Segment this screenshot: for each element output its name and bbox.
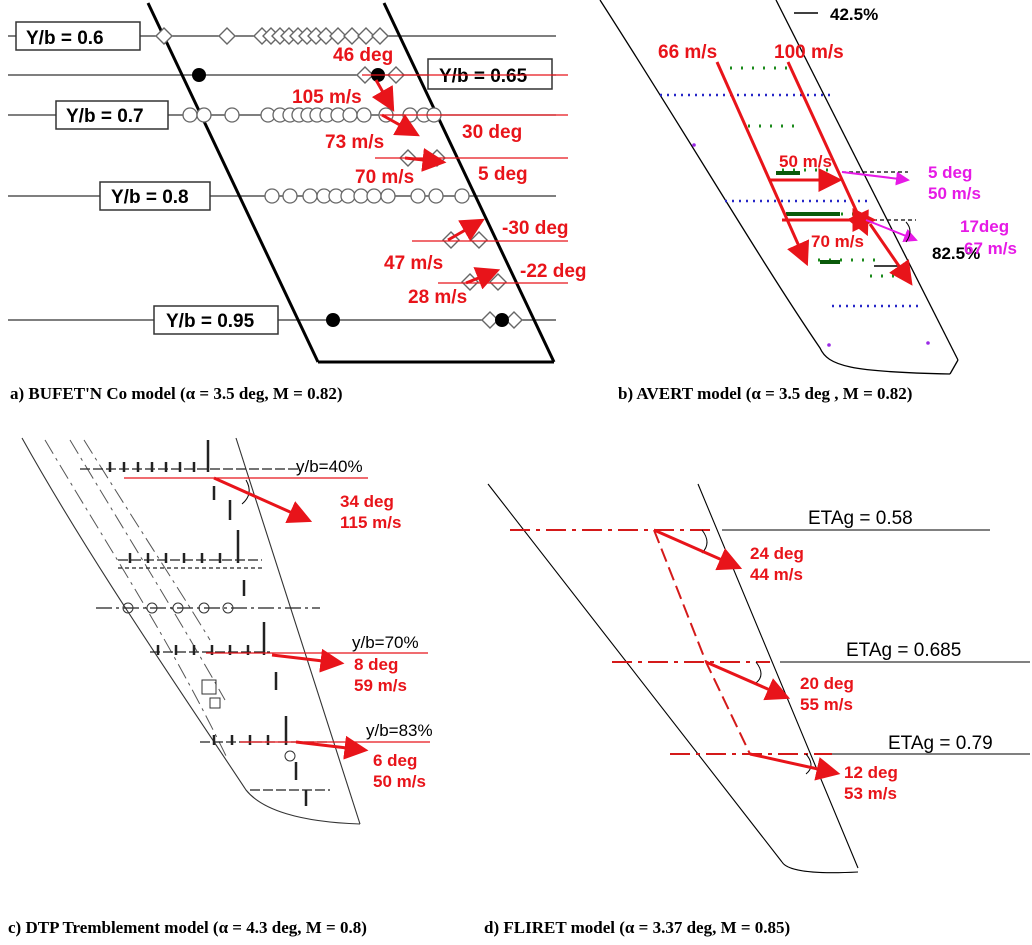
caption-c: c) DTP Tremblement model (α = 4.3 deg, M…: [8, 918, 367, 937]
panel-c-dtp-diagram: y/b=40% y/b=70% y/b=83% 34 deg 115 m/s 8…: [21, 437, 433, 825]
caption-d: d) FLIRET model (α = 3.37 deg, M = 0.85): [484, 918, 791, 937]
label-a-73ms: 73 m/s: [325, 132, 384, 153]
label-d-20deg: 20 deg: [800, 674, 854, 693]
panel-a-flow-arrows: [371, 79, 501, 290]
label-b-17deg: 17deg: [960, 217, 1009, 236]
label-a-46deg: 46 deg: [333, 45, 393, 66]
label-b-50ms: 50 m/s: [779, 152, 832, 171]
svg-text:Y/b = 0.6: Y/b = 0.6: [26, 28, 104, 49]
panel-c-wing-outline: [21, 437, 361, 825]
panel-d-reference-lines: [722, 529, 1030, 755]
panel-c-reference-lines: [124, 477, 430, 743]
station-box-a-06: Y/b = 0.6: [15, 21, 141, 51]
label-a-105ms: 105 m/s: [292, 87, 362, 108]
panel-b-purple-points: [692, 143, 930, 347]
panel-d-flow-arrows: [653, 528, 841, 781]
label-d-station-079: ETAg = 0.79: [888, 733, 993, 754]
label-d-55ms: 55 m/s: [800, 695, 853, 714]
label-d-12deg: 12 deg: [844, 763, 898, 782]
label-c-115ms: 115 m/s: [340, 513, 401, 532]
panel-c-instrument-boxes: [201, 679, 221, 709]
label-a-30deg: 30 deg: [462, 122, 522, 143]
label-d-53ms: 53 m/s: [844, 784, 897, 803]
caption-a: a) BUFET'N Co model (α = 3.5 deg, M = 0.…: [10, 384, 343, 403]
label-b-span-top: 42.5%: [830, 5, 878, 24]
panel-b-magenta-arrows: [841, 171, 918, 243]
panel-d-station-cuts: [510, 529, 832, 755]
label-b-67ms: 67 m/s: [964, 239, 1017, 258]
panel-b-avert-diagram: 42.5% 82.5%: [599, 0, 1017, 375]
label-b-span-bottom: 82.5%: [932, 244, 980, 263]
label-d-24deg: 24 deg: [750, 544, 804, 563]
label-a-5deg: 5 deg: [478, 164, 528, 185]
label-c-50ms: 50 m/s: [373, 772, 426, 791]
label-b-5deg: 5 deg: [928, 163, 972, 182]
label-c-station-40: y/b=40%: [296, 457, 363, 476]
svg-text:Y/b = 0.8: Y/b = 0.8: [111, 187, 189, 208]
panel-a-wing-outline: [146, 2, 556, 364]
panel-b-flow-arrows: [715, 61, 913, 286]
panel-c-sensor-circles: [122, 602, 296, 762]
label-b-50ms-magenta: 50 m/s: [928, 184, 981, 203]
svg-text:Y/b = 0.95: Y/b = 0.95: [166, 311, 255, 332]
label-a-28ms: 28 m/s: [408, 287, 467, 308]
label-b-66ms: 66 m/s: [658, 42, 717, 63]
panel-b-wing-outline: [599, 0, 959, 375]
panel-a-bufetn-diagram: Y/b = 0.6 Y/b = 0.65 Y/b = 0.7 Y/b = 0.8…: [8, 2, 587, 364]
panel-d-fliret-diagram: ETAg = 0.58 ETAg = 0.685 ETAg = 0.79 24 …: [487, 483, 1030, 874]
station-box-a-095: Y/b = 0.95: [153, 305, 279, 335]
label-d-44ms: 44 m/s: [750, 565, 803, 584]
label-c-34deg: 34 deg: [340, 492, 394, 511]
station-box-a-065: Y/b = 0.65: [427, 58, 553, 90]
label-a-47ms: 47 m/s: [384, 253, 443, 274]
panel-c-sensor-ticks: [108, 440, 308, 806]
station-box-a-07: Y/b = 0.7: [55, 100, 169, 130]
station-box-a-08: Y/b = 0.8: [99, 181, 211, 211]
panel-a-circle-sensors: [182, 107, 470, 204]
svg-text:Y/b = 0.65: Y/b = 0.65: [439, 66, 528, 87]
panel-b-angle-arc: [905, 221, 911, 243]
panel-c-flow-arrows: [213, 476, 369, 760]
label-a-70ms: 70 m/s: [355, 167, 414, 188]
svg-text:Y/b = 0.7: Y/b = 0.7: [66, 106, 144, 127]
label-d-station-058: ETAg = 0.58: [808, 508, 913, 529]
label-b-70ms: 70 m/s: [811, 232, 864, 251]
panel-b-blue-sensor-rows: [660, 93, 918, 308]
label-a-minus30deg: -30 deg: [502, 218, 569, 239]
label-c-station-83: y/b=83%: [366, 721, 433, 740]
label-c-8deg: 8 deg: [354, 655, 398, 674]
caption-b: b) AVERT model (α = 3.5 deg , M = 0.82): [618, 384, 913, 403]
label-c-station-70: y/b=70%: [352, 633, 419, 652]
panel-d-spar: [653, 529, 751, 755]
label-d-station-0685: ETAg = 0.685: [846, 640, 961, 661]
panel-b-dark-green-dashes: [776, 171, 840, 264]
panel-a-diamond-sensors: [155, 27, 523, 329]
panel-d-wing-outline: [487, 483, 859, 874]
label-a-minus22deg: -22 deg: [520, 261, 587, 282]
label-b-100ms: 100 m/s: [774, 42, 844, 63]
label-c-6deg: 6 deg: [373, 751, 417, 770]
label-c-59ms: 59 m/s: [354, 676, 407, 695]
panel-c-spar-lines: [44, 439, 229, 761]
